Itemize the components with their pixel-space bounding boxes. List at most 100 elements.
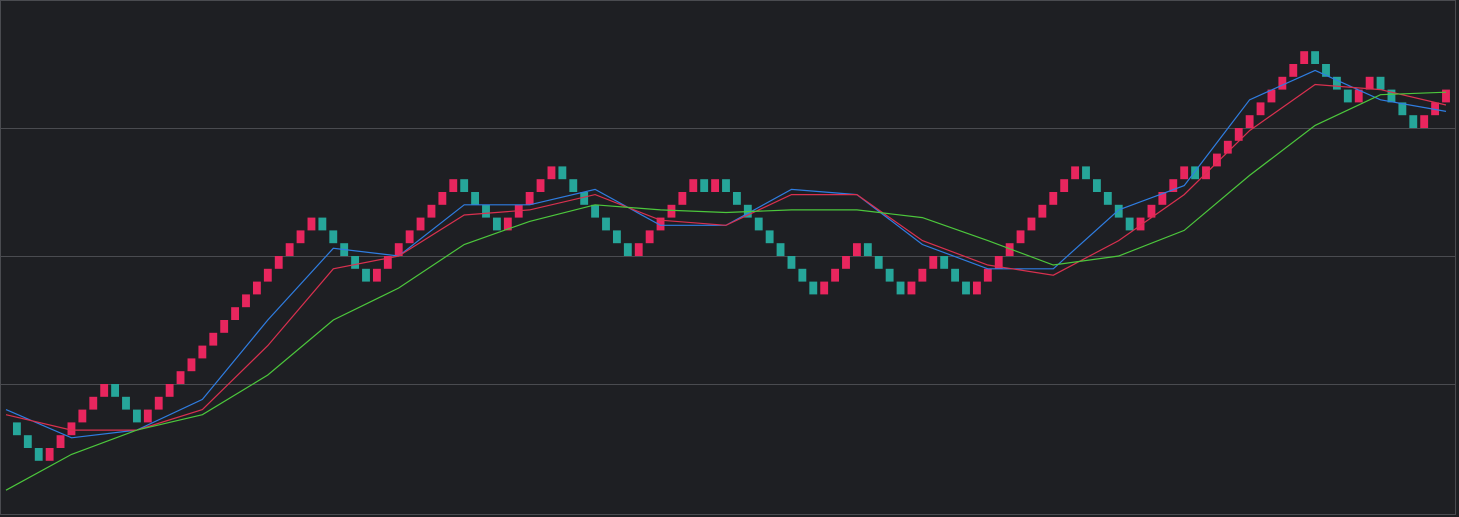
down-brick [1082,166,1090,180]
up-brick [263,268,272,282]
up-brick [678,192,687,205]
down-brick [700,179,709,192]
down-brick [612,230,621,244]
up-brick [252,281,261,295]
up-brick [1300,51,1309,64]
up-brick [1234,128,1243,141]
down-brick [1343,89,1352,103]
down-brick [351,256,360,269]
up-brick [198,345,207,359]
down-brick [1322,64,1330,77]
down-brick [962,281,970,295]
up-brick [165,384,174,397]
up-brick [1365,76,1374,90]
down-brick [1398,102,1407,116]
down-brick [1387,89,1396,103]
up-brick [67,422,76,436]
up-brick [56,435,65,448]
up-brick [1420,115,1429,128]
up-brick [383,256,392,269]
up-brick [1071,166,1080,180]
up-brick [536,179,545,192]
up-brick [1038,204,1047,218]
up-brick [100,384,109,397]
up-brick [296,230,305,244]
down-brick [896,281,905,295]
up-brick [285,243,294,256]
down-brick [1311,51,1320,64]
down-brick [732,192,741,205]
up-brick [907,281,916,295]
up-brick [176,371,185,384]
up-brick [1049,192,1058,205]
up-brick [1289,64,1298,77]
up-brick [405,230,414,244]
up-brick [1147,204,1156,218]
down-brick [787,256,796,269]
up-brick [1223,140,1232,154]
moving-average-line [5,83,1447,431]
down-brick [765,230,774,244]
up-brick [1180,166,1189,180]
up-brick [1158,192,1167,205]
up-brick [209,332,218,346]
down-brick [318,217,327,231]
up-brick [1005,243,1014,256]
up-brick [274,256,283,269]
moving-average-line [5,91,1447,491]
down-brick [122,396,130,410]
up-brick [503,217,512,231]
down-brick [1114,204,1123,218]
up-brick [372,268,381,282]
up-brick [154,396,163,410]
up-brick [1136,217,1145,231]
up-brick [449,179,458,192]
up-brick [689,179,698,192]
up-brick [547,166,556,180]
up-brick [242,294,250,308]
up-brick [1431,102,1440,116]
up-brick [1442,89,1450,103]
down-brick [569,179,578,192]
up-brick [634,243,643,256]
up-brick [831,268,840,282]
up-brick [645,230,654,244]
up-brick [1060,179,1069,192]
down-brick [602,217,610,231]
down-brick [34,448,43,461]
down-brick [1092,179,1101,192]
up-brick [187,358,196,372]
down-brick [951,268,960,282]
down-brick [1409,115,1418,128]
up-brick [667,204,676,218]
down-brick [776,243,785,256]
down-brick [12,422,21,436]
down-brick [1103,192,1112,205]
up-brick [416,217,425,231]
up-brick [972,281,981,295]
down-brick [329,230,338,244]
down-brick [722,179,730,192]
down-brick [482,204,490,218]
up-brick [1212,153,1221,167]
down-brick [863,243,872,256]
down-brick [885,268,894,282]
up-brick [711,179,720,192]
down-brick [471,192,480,205]
up-brick [427,204,436,218]
up-brick [143,409,152,423]
up-brick [438,192,447,205]
down-brick [580,192,589,205]
down-brick [591,204,600,218]
down-brick [809,281,818,295]
up-brick [1354,89,1363,103]
up-brick [852,243,861,256]
up-brick [842,256,850,269]
up-brick [78,409,87,423]
down-brick [111,384,120,397]
up-brick [1169,179,1178,192]
down-brick [1376,76,1385,90]
down-brick [798,268,807,282]
